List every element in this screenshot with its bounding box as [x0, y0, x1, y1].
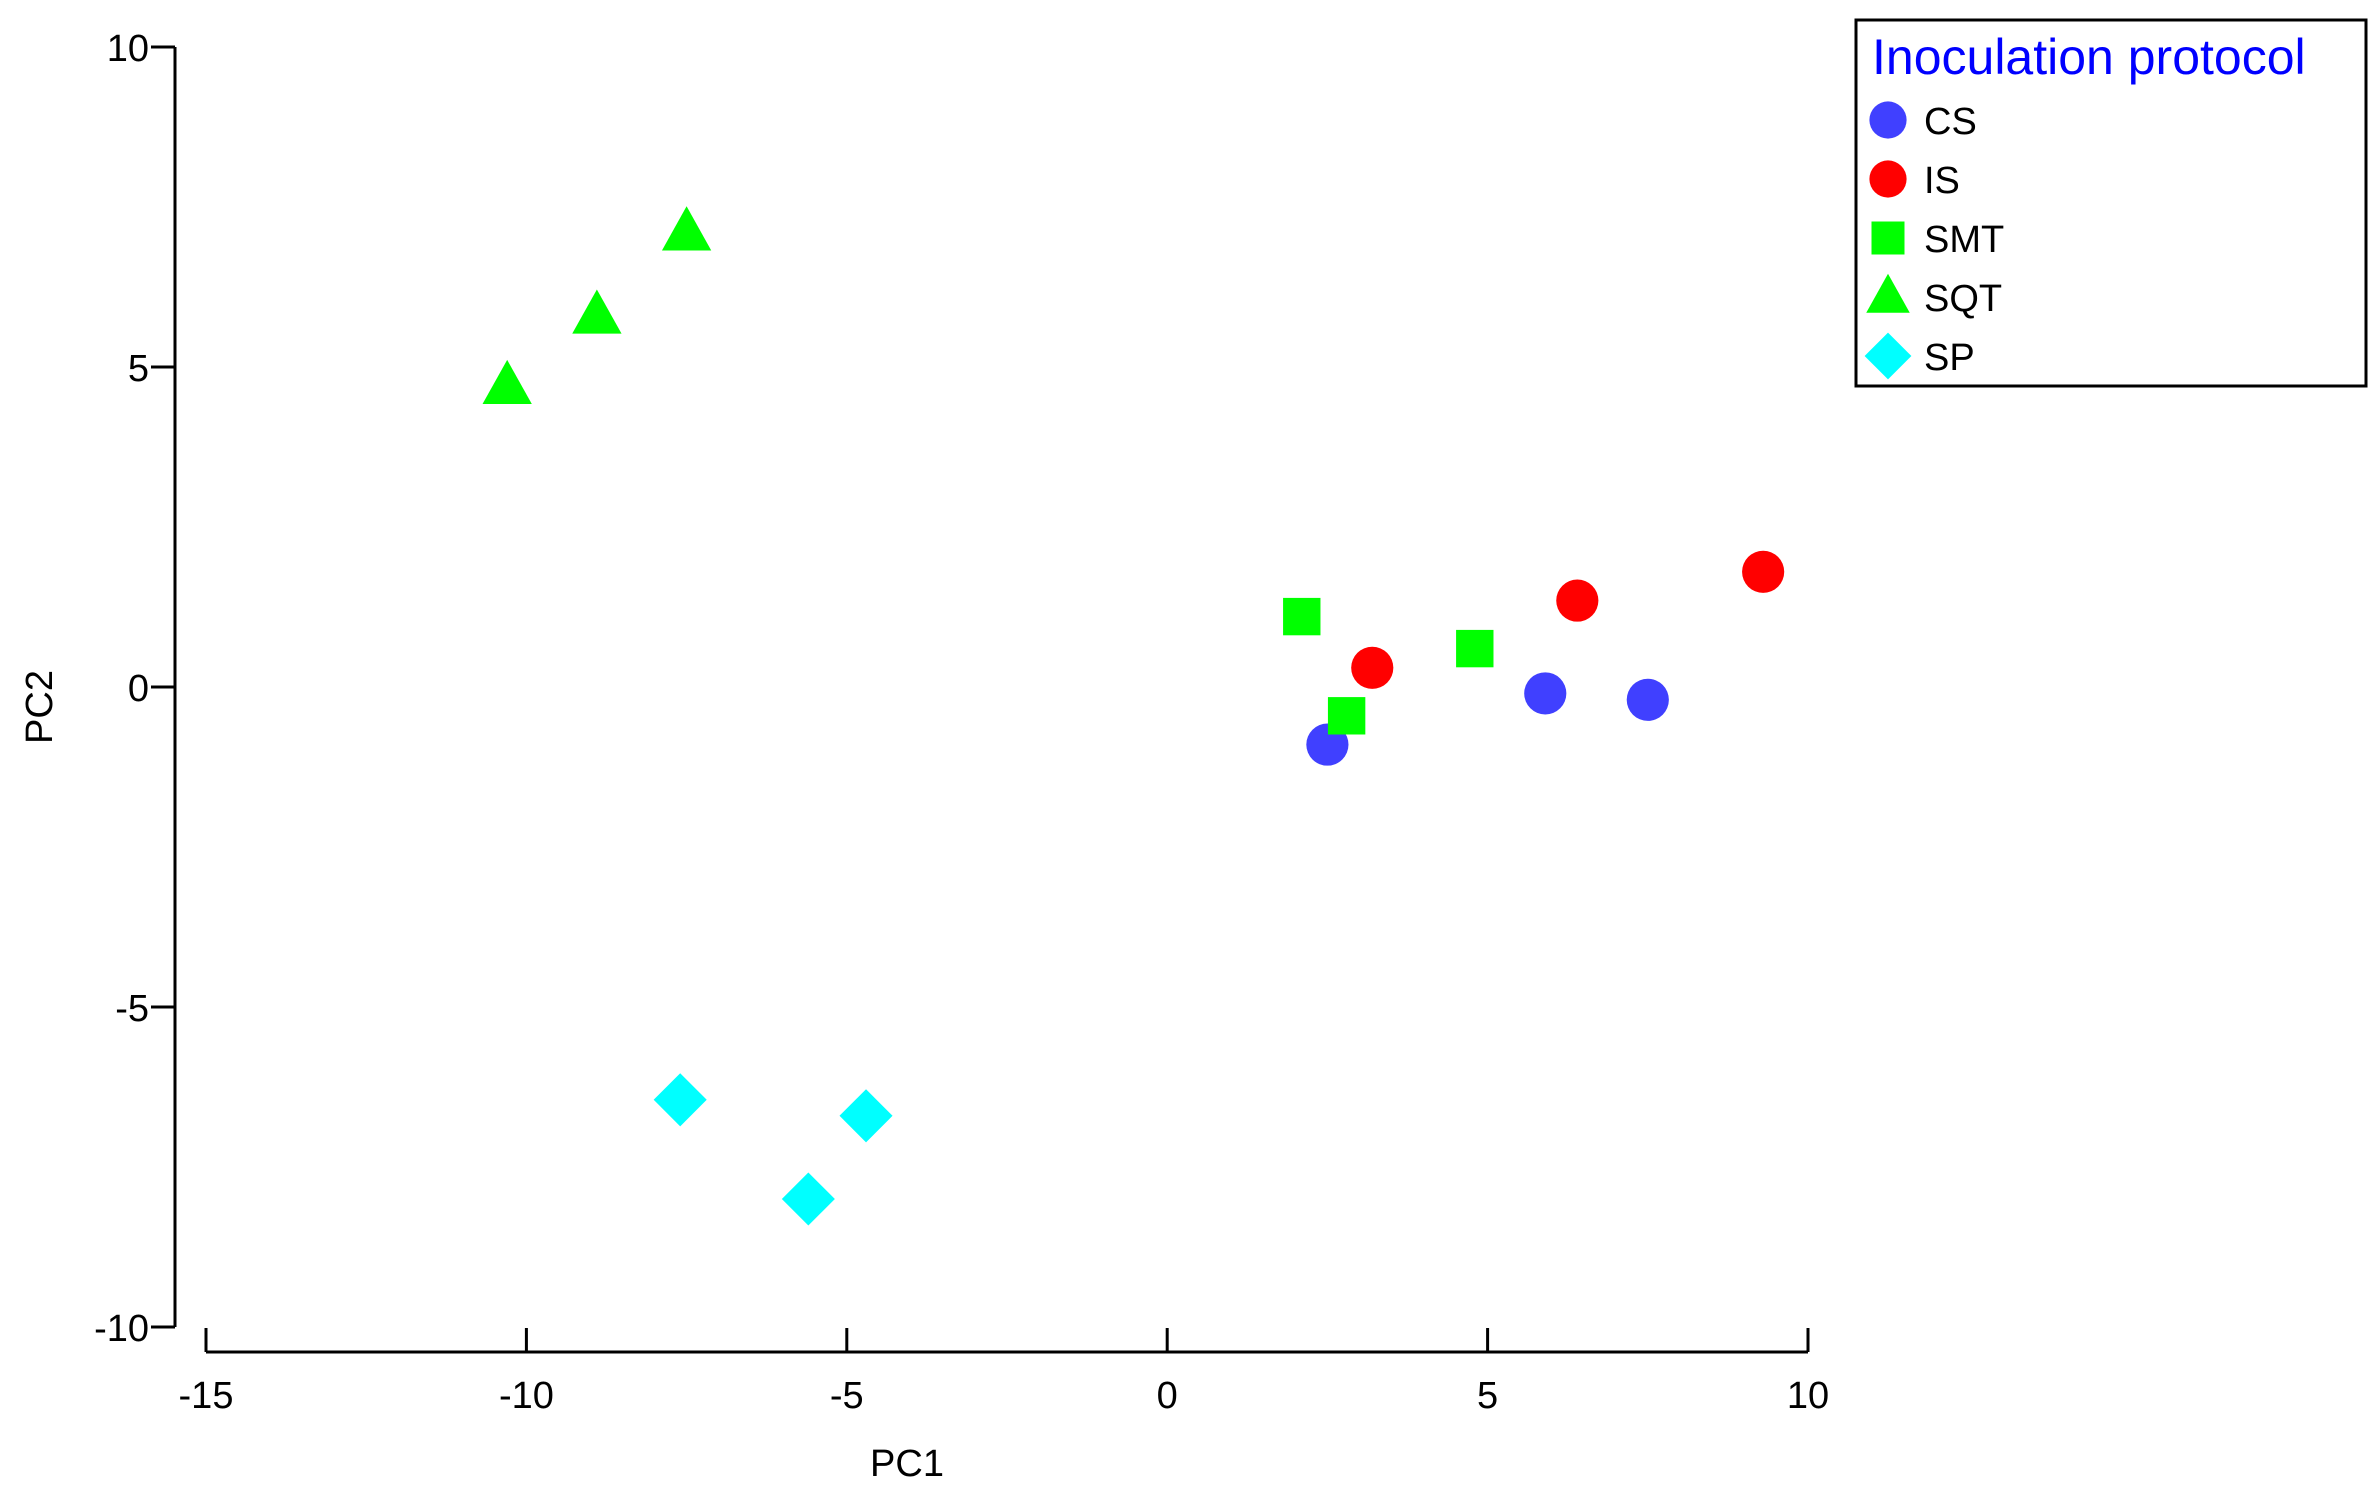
y-tick-label: 0: [128, 668, 149, 710]
point-sqt: [661, 206, 712, 251]
y-tick-label: 5: [128, 348, 149, 390]
point-smt: [1327, 697, 1366, 735]
y-axis-title: PC2: [19, 670, 61, 744]
point-sp: [781, 1172, 835, 1226]
legend-marker-is: [1869, 160, 1907, 198]
legend-label-cs: CS: [1924, 101, 1977, 143]
point-is: [1742, 550, 1785, 593]
y-tick-label: -10: [94, 1308, 149, 1350]
point-cs: [1524, 672, 1567, 715]
y-tick-label: -5: [115, 988, 149, 1030]
y-tick-label: 10: [107, 28, 149, 70]
legend-marker-sp: [1864, 332, 1912, 380]
axes: -15 -10 -5 0 5 10 -10 -5 0 5 10 PC1 PC2: [19, 28, 1829, 1485]
x-tick-label: -5: [830, 1375, 864, 1417]
x-tick-label: 10: [1787, 1375, 1829, 1417]
legend: Inoculation protocol CS IS SMT SQT SP: [1854, 18, 2368, 388]
point-smt: [1456, 629, 1494, 668]
x-tick-label: -10: [499, 1375, 554, 1417]
point-smt: [1283, 597, 1321, 636]
legend-label-is: IS: [1924, 160, 1960, 202]
x-tick-label: -15: [179, 1375, 234, 1417]
point-sqt: [482, 359, 532, 405]
legend-label-sp: SP: [1924, 337, 1975, 379]
legend-marker-sqt: [1866, 273, 1910, 313]
x-tick-label: 5: [1477, 1375, 1498, 1417]
point-cs: [1626, 678, 1669, 721]
legend-box: [1854, 18, 2368, 388]
data-points: [482, 206, 1785, 1226]
x-axis-title: PC1: [870, 1443, 944, 1485]
x-tick-label: 0: [1157, 1375, 1178, 1417]
point-sqt: [572, 289, 622, 334]
legend-marker-cs: [1869, 101, 1907, 139]
legend-label-smt: SMT: [1924, 219, 2004, 261]
point-is: [1351, 646, 1394, 689]
legend-marker-smt: [1871, 221, 1905, 255]
legend-title: Inoculation protocol: [1872, 29, 2306, 85]
legend-label-sqt: SQT: [1924, 278, 2002, 320]
point-sp: [653, 1073, 707, 1127]
point-sp: [839, 1089, 893, 1143]
point-is: [1556, 579, 1599, 622]
